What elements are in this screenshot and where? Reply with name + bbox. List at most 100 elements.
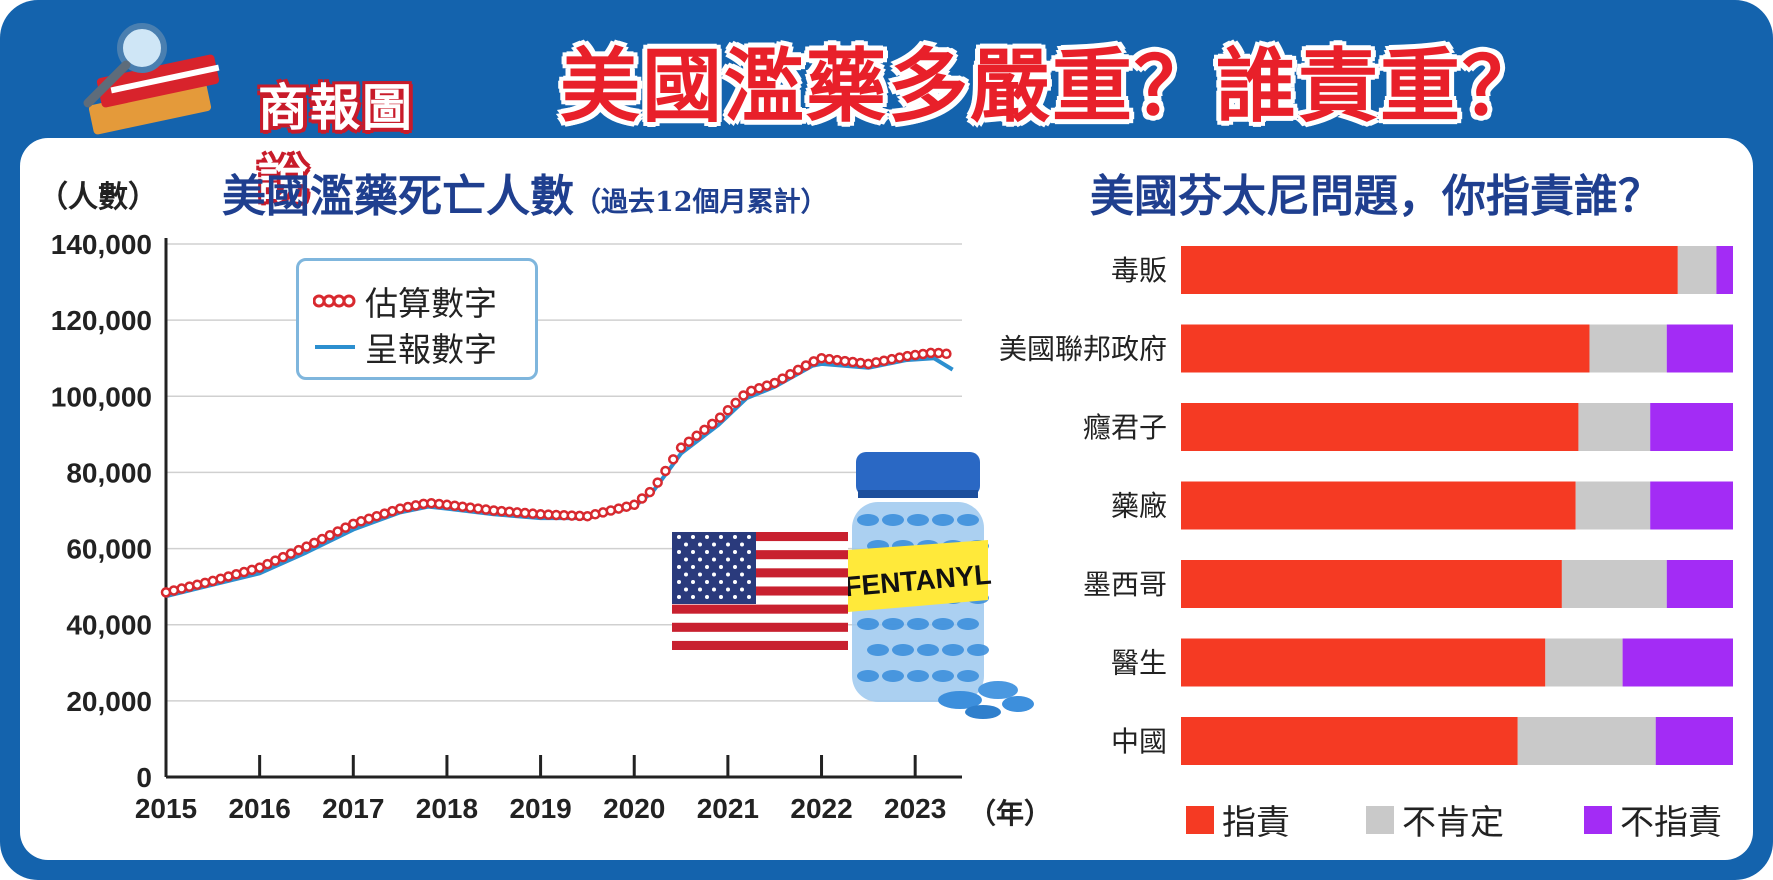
estimate-point [316, 533, 328, 545]
y-tick-label: 40,000 [66, 610, 152, 641]
bar-legend-item-unsure: 不肯定 [1366, 795, 1504, 844]
estimate-point [722, 404, 734, 416]
bar-segment-blame [1181, 638, 1546, 687]
right-chart-title: 美國芬太尼問題，你指責誰？ [1090, 171, 1662, 222]
legend-item-reported: 呈報數字 [313, 323, 497, 371]
bar-segment-blame [1181, 481, 1576, 530]
estimate-point [785, 368, 796, 380]
bar-legend-label-blame: 指責 [1222, 803, 1290, 843]
bar-legend-label-unsure: 不肯定 [1402, 803, 1504, 843]
bar-segment-noblame [1666, 324, 1733, 373]
y-tick-label: 120,000 [51, 305, 152, 336]
category-label: 毒販 [1111, 255, 1167, 286]
bar-legend-item-noblame: 不指責 [1584, 795, 1722, 844]
left-chart-subtitle: （過去12個月累計） [574, 187, 828, 218]
category-label: 醫生 [1111, 648, 1167, 679]
bar-segment-unsure [1578, 403, 1651, 451]
left-chart-title-text: 美國濫藥死亡人數 [222, 171, 574, 222]
estimate-point [730, 397, 741, 409]
legend-reported-label: 呈報數字 [365, 330, 497, 369]
y-tick-label: 100,000 [51, 381, 152, 412]
logo: 商報圖說 [70, 18, 450, 209]
estimate-point [691, 430, 702, 442]
x-tick-label: 2018 [416, 793, 478, 824]
x-tick-label: 2020 [603, 793, 665, 824]
blame-swatch-icon [1186, 805, 1214, 834]
bar-segment-blame [1181, 403, 1579, 451]
estimate-point [652, 477, 663, 488]
x-tick-label: 2017 [322, 793, 384, 824]
estimate-point [340, 522, 351, 533]
bar-segment-blame [1181, 717, 1518, 765]
category-label: 美國聯邦政府 [999, 334, 1167, 365]
bar-segment-unsure [1517, 717, 1656, 765]
bar-segment-blame [1181, 246, 1678, 294]
estimate-point [777, 373, 788, 384]
estimate-point [800, 360, 812, 371]
estimate-point [941, 348, 952, 360]
books-magnifier-icon [83, 23, 220, 135]
estimate-point [332, 526, 343, 537]
y-tick-label: 140,000 [51, 229, 152, 260]
estimate-point [769, 377, 780, 389]
y-unit-label: （人數） [38, 180, 158, 215]
line-chart-legend: 估算數字 呈報數字 [296, 258, 538, 380]
y-tick-label: 80,000 [66, 457, 152, 488]
estimate-point [301, 541, 312, 552]
unsure-swatch-icon [1366, 805, 1394, 834]
category-label: 中國 [1111, 726, 1167, 757]
bar-segment-noblame [1622, 638, 1733, 687]
bar-segment-unsure [1677, 246, 1717, 294]
estimate-point [683, 436, 695, 447]
estimate-point [636, 493, 648, 504]
estimate-point [668, 454, 679, 465]
x-tick-label: 2019 [509, 793, 571, 824]
estimate-point [675, 442, 687, 453]
x-tick-label: 2015 [135, 793, 197, 824]
us-flag-icon [672, 532, 848, 650]
estimate-point [707, 418, 718, 430]
bar-segment-blame [1181, 324, 1590, 373]
estimate-point [324, 529, 336, 541]
headline: 美國濫藥多嚴重？誰責重？ [560, 40, 1544, 133]
category-label: 藥廠 [1111, 491, 1167, 522]
logo-text: 商報圖說 [258, 79, 414, 209]
bar-segment-noblame [1650, 481, 1733, 530]
fentanyl-bottle-icon: FENTANYL [848, 452, 1034, 719]
noblame-swatch-icon [1584, 805, 1612, 834]
y-tick-label: 20,000 [66, 686, 152, 717]
bar-segment-unsure [1589, 324, 1667, 373]
estimate-point [660, 465, 671, 477]
bar-segment-noblame [1666, 560, 1733, 608]
reported-swatch-icon [315, 345, 355, 349]
legend-estimate-label: 估算數字 [365, 284, 497, 323]
estimate-point [738, 390, 749, 401]
y-tick-label: 60,000 [66, 534, 152, 565]
bar-segment-unsure [1561, 560, 1667, 608]
bar-segment-noblame [1655, 717, 1733, 765]
bar-segment-noblame [1716, 246, 1733, 294]
estimate-point [714, 412, 726, 423]
bar-legend-item-blame: 指責 [1186, 795, 1290, 844]
y-tick-label: 0 [136, 762, 152, 793]
estimate-point [699, 424, 710, 436]
estimate-point [309, 537, 320, 549]
x-tick-label: 2022 [790, 793, 852, 824]
bar-legend-label-noblame: 不指責 [1620, 803, 1722, 843]
estimate-point [644, 486, 656, 498]
legend-item-estimate: 估算數字 [313, 277, 497, 325]
x-unit-label: （年） [968, 797, 1053, 830]
line-chart: 0 20,000 40,000 60,000 80,000 100,000 120,000 1… [51, 229, 962, 824]
left-chart-title: 美國濫藥死亡人數（過去12個月累計） [222, 160, 828, 224]
x-tick-label: 2023 [884, 793, 946, 824]
category-label: 墨西哥 [1083, 569, 1167, 600]
x-tick-label: 2016 [228, 793, 290, 824]
bar-segment-unsure [1575, 481, 1651, 530]
category-label: 癮君子 [1083, 412, 1167, 443]
bar-segment-blame [1181, 560, 1562, 608]
x-tick-label: 2021 [697, 793, 759, 824]
bar-segment-noblame [1650, 403, 1733, 451]
bar-segment-unsure [1545, 638, 1623, 687]
estimate-point [792, 364, 804, 376]
